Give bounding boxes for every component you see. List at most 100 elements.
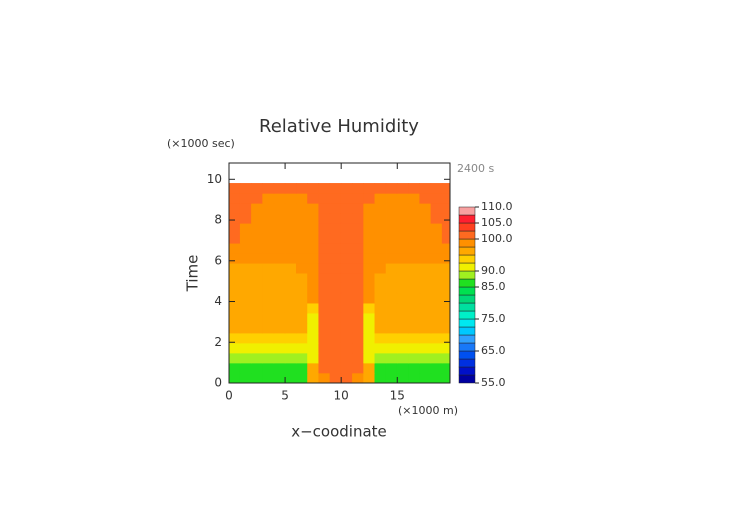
contour-cell [340, 332, 353, 344]
contour-cell [396, 242, 409, 254]
contour-cell [340, 203, 353, 214]
contour-cell [296, 302, 308, 314]
colorbar-tick-label: 105.0 [481, 216, 513, 229]
y-axis-title: Time [184, 255, 202, 293]
contour-cell [284, 312, 297, 324]
contour-cell [385, 252, 398, 264]
contour-cell [296, 312, 308, 324]
contour-cell [363, 302, 376, 314]
contour-cell [408, 302, 421, 314]
chart-title: Relative Humidity [259, 116, 419, 137]
contour-cell [273, 213, 286, 224]
contour-cell [363, 312, 376, 324]
contour-cell [284, 362, 297, 374]
contour-cell [408, 193, 421, 204]
contour-cell [385, 213, 398, 224]
contour-cell [385, 242, 398, 254]
contour-cell [385, 262, 398, 274]
contour-cell [318, 262, 331, 274]
contour-cell [284, 203, 297, 214]
plot-frame [228, 162, 451, 384]
contour-cell [239, 272, 252, 284]
contour-cell [296, 193, 308, 204]
contour-cell [273, 232, 286, 244]
contour-cell [363, 232, 376, 244]
contour-cell [262, 183, 275, 194]
contour-cell [239, 352, 252, 364]
contour-cell [239, 372, 252, 383]
contour-cell [340, 222, 353, 234]
colorbar-tick-label: 110.0 [481, 200, 513, 213]
colorbar-swatch [458, 214, 476, 224]
contour-cell [251, 183, 263, 194]
contour-cell [352, 222, 364, 234]
contour-cell [229, 222, 241, 234]
colorbar-swatch [458, 326, 476, 336]
contour-cell [430, 362, 443, 374]
contour-cell [396, 352, 409, 364]
colorbar-tick-label: 75.0 [481, 312, 506, 325]
contour-cell [396, 292, 409, 304]
contour-cell [251, 282, 263, 294]
colorbar-swatch [458, 366, 476, 376]
contour-cell [262, 322, 275, 334]
contour-cell [396, 312, 409, 324]
colorbar-tick-label: 90.0 [481, 264, 506, 277]
contour-cell [273, 272, 286, 284]
contour-cell [374, 302, 387, 314]
contour-cell [329, 232, 342, 244]
contour-cell [419, 203, 432, 214]
contour-cell [329, 213, 342, 224]
x-tick-label: 0 [225, 389, 233, 403]
contour-cell [307, 272, 320, 284]
contour-cell [329, 312, 342, 324]
y-tick-label: 4 [214, 294, 222, 308]
contour-cell [340, 193, 353, 204]
contour-cell [296, 222, 308, 234]
x-axis-title: x−coodinate [291, 423, 387, 441]
contour-cell [273, 362, 286, 374]
contour-cell [352, 332, 364, 344]
contour-field [229, 183, 450, 383]
contour-cell [363, 193, 376, 204]
contour-cell [374, 213, 387, 224]
contour-cell [340, 213, 353, 224]
colorbar-swatch [458, 350, 476, 360]
contour-cell [273, 342, 286, 354]
contour-cell [262, 213, 275, 224]
contour-cell [430, 222, 443, 234]
contour-cell [352, 302, 364, 314]
contour-cell [318, 222, 331, 234]
contour-cell [284, 302, 297, 314]
contour-cell [284, 213, 297, 224]
contour-cell [441, 302, 450, 314]
contour-cell [284, 183, 297, 194]
contour-cell [273, 322, 286, 334]
contour-cell [374, 222, 387, 234]
contour-cell [251, 372, 263, 383]
contour-cell [262, 302, 275, 314]
contour-cell [318, 322, 331, 334]
contour-cell [262, 242, 275, 254]
contour-cell [396, 322, 409, 334]
contour-cell [385, 312, 398, 324]
contour-cell [396, 372, 409, 383]
contour-cell [273, 312, 286, 324]
contour-cell [318, 302, 331, 314]
contour-cell [239, 262, 252, 274]
contour-cell [273, 242, 286, 254]
contour-cell [229, 193, 241, 204]
contour-cell [408, 213, 421, 224]
colorbar-tick-label: 55.0 [481, 376, 506, 389]
contour-cell [229, 242, 241, 254]
contour-cell [262, 232, 275, 244]
contour-cell [352, 193, 364, 204]
contour-cell [262, 292, 275, 304]
contour-cell [408, 183, 421, 194]
contour-cell [262, 332, 275, 344]
contour-cell [363, 292, 376, 304]
contour-cell [239, 232, 252, 244]
contour-cell [296, 342, 308, 354]
contour-cell [296, 213, 308, 224]
contour-cell [352, 342, 364, 354]
